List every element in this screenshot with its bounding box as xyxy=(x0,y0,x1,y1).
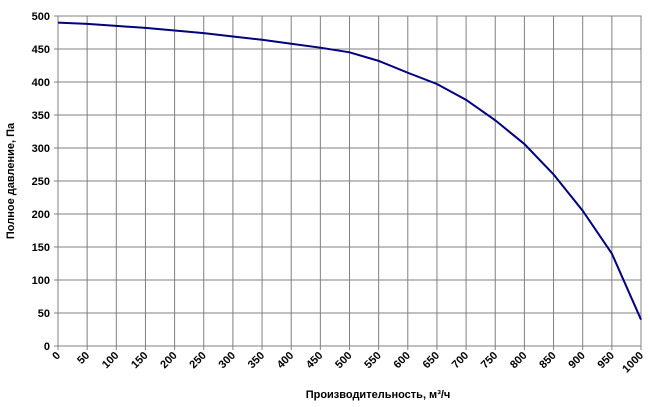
y-tick-label: 400 xyxy=(32,77,50,89)
x-tick-label: 50 xyxy=(75,350,92,367)
x-tick-label: 850 xyxy=(537,350,558,371)
x-tick-label: 1000 xyxy=(620,350,646,376)
x-tick-label: 400 xyxy=(275,350,296,371)
x-tick-label: 700 xyxy=(450,350,471,371)
y-tick-label: 100 xyxy=(32,275,50,287)
y-tick-label: 200 xyxy=(32,209,50,221)
x-tick-label: 800 xyxy=(508,350,529,371)
y-tick-label: 500 xyxy=(32,11,50,23)
x-tick-label: 150 xyxy=(129,350,150,371)
y-tick-label: 350 xyxy=(32,110,50,122)
x-tick-label: 550 xyxy=(362,350,383,371)
y-axis-title: Полное давление, Па xyxy=(5,122,17,239)
x-tick-label: 950 xyxy=(596,350,617,371)
plot-border xyxy=(57,15,642,347)
x-tick-label: 900 xyxy=(566,350,587,371)
x-tick-label: 100 xyxy=(100,350,121,371)
x-tick-label: 250 xyxy=(187,350,208,371)
x-tick-label: 650 xyxy=(421,350,442,371)
x-tick-label: 200 xyxy=(158,350,179,371)
x-tick-label: 600 xyxy=(391,350,412,371)
y-tick-label: 50 xyxy=(38,308,50,320)
data-line xyxy=(57,21,642,321)
x-tick-label: 750 xyxy=(479,350,500,371)
y-tick-label: 450 xyxy=(32,44,50,56)
y-tick-label: 0 xyxy=(44,341,50,353)
x-tick-label: 0 xyxy=(50,350,63,363)
x-tick-label: 350 xyxy=(246,350,267,371)
x-axis-title: Производительность, м³/ч xyxy=(306,389,451,401)
y-tick-label: 300 xyxy=(32,143,50,155)
y-tick-label: 150 xyxy=(32,242,50,254)
x-tick-label: 300 xyxy=(217,350,238,371)
x-tick-label: 450 xyxy=(304,350,325,371)
y-tick-label: 250 xyxy=(32,176,50,188)
x-tick-label: 500 xyxy=(333,350,354,371)
